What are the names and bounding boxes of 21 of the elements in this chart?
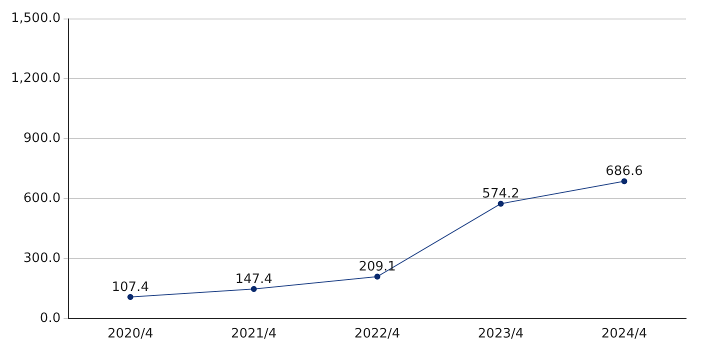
point [621,178,628,184]
y-tick-label: 1,200.0 [10,71,61,86]
point [250,286,257,292]
data-label: 107.4 [112,280,149,295]
point [127,294,134,300]
x-tick-label: 2020/4 [107,326,154,342]
data-label: 574.2 [482,186,520,202]
x-tick-label: 2022/4 [354,326,400,342]
y-tick-label: 900.0 [23,131,61,146]
point [374,274,380,280]
data-label: 686.6 [606,164,643,180]
y-tick-label: 600.0 [23,190,61,206]
data-label: 209.1 [358,260,396,275]
data-label: 147.4 [235,272,272,287]
point [498,200,504,207]
x-tick-label: 2021/4 [230,326,277,342]
y-tick-label: 0.0 [40,310,61,326]
y-tick-label: 1,500.0 [10,11,61,26]
x-tick-label: 2024/4 [601,326,648,342]
y-tick-label: 300.0 [23,250,61,266]
x-tick-label: 2023/4 [478,326,524,342]
